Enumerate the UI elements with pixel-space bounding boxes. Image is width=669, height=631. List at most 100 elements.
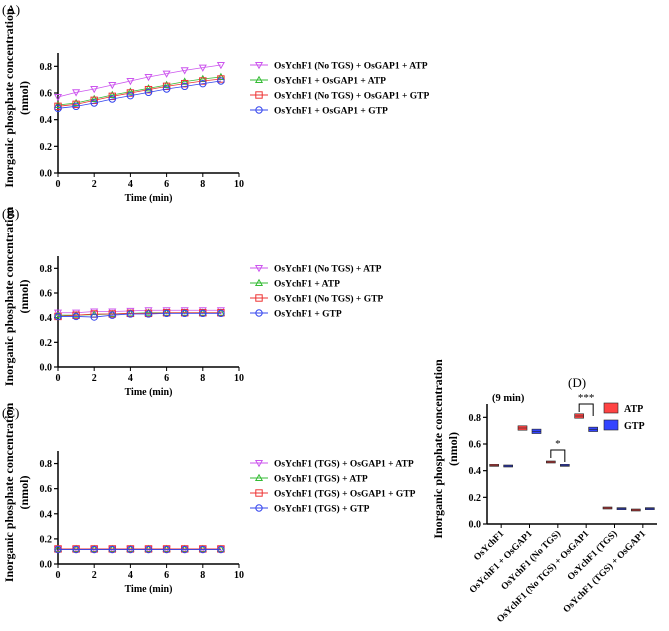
marker-square [54,102,62,111]
legend-swatch [603,402,619,414]
x-tick-label: 6 [164,373,169,384]
marker-circle [217,77,225,85]
marker-triangle-down [72,309,81,317]
y-tick-label: 0.4 [469,466,482,477]
x-axis-label: Time (min) [125,584,173,595]
marker-triangle-down [254,61,264,70]
legend-label: OsYchF1 (TGS) + ATP [274,474,368,485]
marker-triangle-up [254,473,264,482]
marker-circle [72,102,80,111]
panel-label-c: (C) [2,405,20,420]
x-tick-label: 10 [234,179,244,190]
line-chart-b: 0.0 0.2 0.4 0.6 0.8 Inorganic phosphate conce… [2,207,383,398]
marker-triangle-up [198,74,207,83]
x-tick-label: 10 [234,570,244,581]
y-tick-label: 0.0 [40,169,53,180]
marker-circle [90,545,98,554]
marker-triangle-down [216,61,225,70]
series-line [58,312,221,318]
marker-square [126,89,135,97]
y-tick-label: 0.2 [40,142,53,153]
marker-triangle-down [254,459,264,468]
legend-label: ATP [624,404,643,415]
marker-triangle-up [72,98,81,107]
marker-triangle-up [180,77,189,85]
marker-triangle-up [254,75,264,84]
legend-label: OsYchF1 (No TGS) + OsGAP1 + ATP [274,61,428,72]
y-tick-label: 0.8 [40,264,53,275]
x-tick-label: 4 [128,570,133,581]
x-tick-label: 0 [56,373,61,384]
y-tick-label: 0.4 [40,509,53,520]
series-line [57,76,221,106]
marker-triangle-down [180,67,189,75]
legend-label: OsYchF1 (No TGS) + ATP [274,264,382,275]
x-tick-label: 4 [128,373,133,384]
panel-label-a: (A) [2,2,21,17]
x-tick-label: 8 [200,373,205,384]
marker-triangle-down [126,77,135,86]
marker-circle [90,99,98,107]
y-axis-label-unit: (nmol) [17,476,31,510]
y-tick-label: 0.4 [40,313,53,324]
marker-circle [126,310,135,318]
marker-circle [255,504,263,512]
marker-circle [108,311,117,319]
x-tick-label: 0 [56,570,61,581]
marker-circle [181,82,189,91]
marker-triangle-up [162,80,171,89]
marker-circle [126,91,135,100]
line-chart-a: 0.0 0.2 0.4 0.6 0.8 Inorganic phosphate conce… [2,8,429,204]
chart-title: (9 min) [492,393,525,404]
box-chart-d: 0.0 0.2 0.4 0.6 0.8 Inorganic phosphate conce… [431,359,657,625]
marker-circle [162,545,171,554]
marker-circle [126,545,135,554]
x-tick-label: 6 [164,570,169,581]
marker-triangle-down [254,264,264,273]
marker-triangle-up [216,72,225,81]
marker-triangle-up [53,310,63,319]
marker-circle [255,309,263,317]
y-tick-label: 0.8 [40,459,53,470]
marker-circle [90,313,98,321]
marker-triangle-down [72,89,81,97]
x-tick-label: 10 [234,373,244,384]
marker-triangle-down [53,93,63,102]
marker-triangle-up [108,90,117,99]
marker-circle [54,545,62,554]
y-tick-label: 0.0 [40,363,53,374]
marker-square [90,96,98,105]
marker-circle [217,309,225,318]
marker-circle [162,309,171,318]
y-tick-label: 0.0 [40,560,53,571]
marker-circle [54,312,62,321]
x-tick-label: 2 [92,570,97,581]
marker-circle [144,545,153,554]
x-tick-label: 2 [92,179,97,190]
series-line [58,309,221,314]
significance-label: *** [578,392,595,404]
marker-square [144,85,153,94]
marker-circle [72,312,80,321]
y-tick-label: 0.8 [469,413,482,424]
marker-triangle-up [90,94,99,103]
x-tick-label: 6 [164,179,169,190]
y-axis-label: Inorganic phosphate concentration [2,8,16,188]
significance-label: * [555,438,561,450]
marker-circle [199,309,207,318]
marker-circle [217,545,225,554]
y-tick-label: 0.6 [469,440,482,451]
y-axis-label: Inorganic phosphate concentration [431,359,445,539]
y-tick-label: 0.2 [469,493,482,504]
marker-circle [255,106,263,114]
legend-label: OsYchF1 (No TGS) + GTP [274,294,383,305]
marker-triangle-down [90,85,99,94]
marker-triangle-down [108,81,117,90]
y-tick-label: 0.4 [40,115,53,126]
marker-triangle-down [198,64,207,72]
line-chart-c: 0.0 0.2 0.4 0.6 0.8 Inorganic phosphate conce… [2,403,416,595]
marker-circle [108,95,117,103]
marker-square [199,77,207,85]
panel-label-b: (B) [2,206,20,221]
